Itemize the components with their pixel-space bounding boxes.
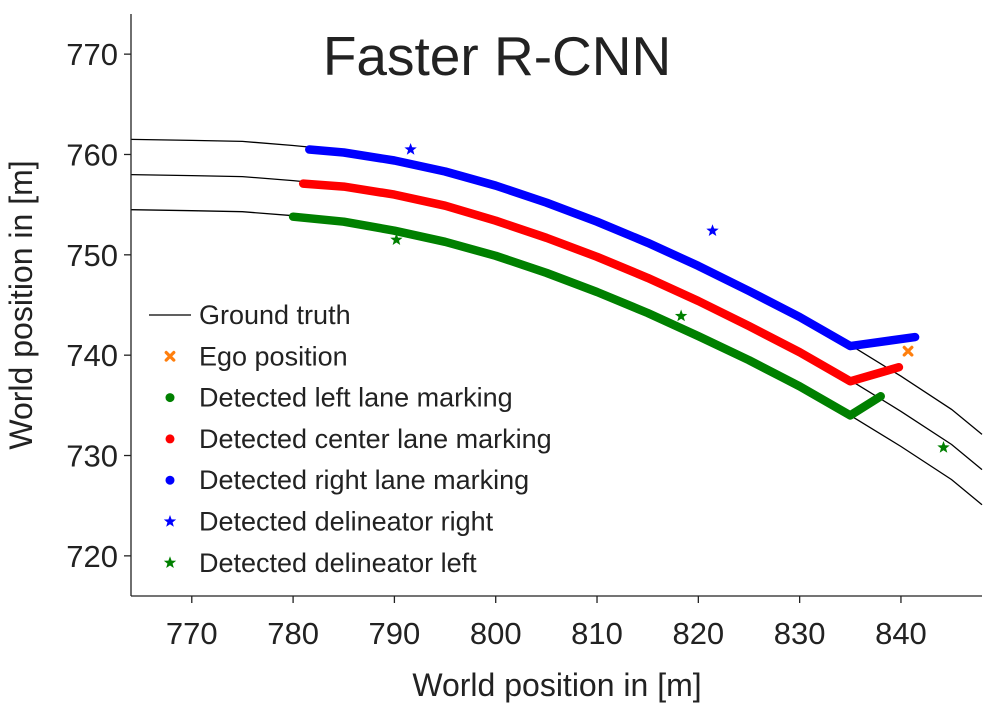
legend-swatch-detected-center-lane-marking <box>165 434 175 444</box>
ego-position-marker-1 <box>902 345 914 357</box>
x-axis-label: World position in [m] <box>412 667 701 703</box>
x-tick-label: 790 <box>369 616 421 651</box>
y-ticks: 720 730 740 750 760 770 <box>66 37 131 574</box>
legend-label-detected-left-lane-marking: Detected left lane marking <box>199 383 513 413</box>
x-tick-label: 820 <box>672 616 724 651</box>
legend-label-ego-position: Ego position <box>199 341 348 371</box>
legend-label-ground-truth: Ground truth <box>199 300 351 330</box>
legend-label-detected-delineator-right: Detected delineator right <box>199 507 494 537</box>
legend-label-detected-right-lane-marking: Detected right lane marking <box>199 465 529 495</box>
y-tick-label: 750 <box>66 238 118 273</box>
legend-swatch-ego-position <box>164 350 176 362</box>
legend-swatch-detected-left-lane-marking <box>165 393 175 403</box>
x-ticks: 770 780 790 800 810 820 830 840 <box>166 596 927 651</box>
y-tick-label: 730 <box>66 439 118 474</box>
plot-markers <box>390 142 950 453</box>
legend-swatch-detected-delineator-left <box>163 556 177 569</box>
x-tick-label: 810 <box>571 616 623 651</box>
y-tick-label: 770 <box>66 37 118 72</box>
axes <box>130 14 982 597</box>
detected-delineator-left-marker-3 <box>937 440 950 453</box>
y-tick-label: 760 <box>66 137 118 172</box>
detected-right-lane-marking-line <box>305 145 920 351</box>
y-tick-label: 740 <box>66 338 118 373</box>
legend: Ground truth Ego position Detected left la… <box>149 300 552 578</box>
plot-curves <box>130 138 983 506</box>
x-tick-label: 830 <box>774 616 826 651</box>
legend-swatch-detected-delineator-right <box>163 515 177 527</box>
x-tick-label: 770 <box>166 616 218 651</box>
chart-title: Faster R-CNN <box>323 25 671 87</box>
detected-delineator-left-marker-2 <box>674 309 688 322</box>
legend-label-detected-center-lane-marking: Detected center lane marking <box>199 424 552 454</box>
legend-label-detected-delineator-left: Detected delineator left <box>199 548 477 578</box>
x-tick-label: 780 <box>267 616 319 651</box>
detected-left-lane-marking-line <box>288 212 885 420</box>
detected-delineator-left-marker-1 <box>390 233 403 246</box>
y-tick-label: 720 <box>66 539 118 574</box>
detected-delineator-right-marker-2 <box>706 224 719 236</box>
detected-delineator-right-marker-1 <box>404 142 417 155</box>
detected-center-lane-marking-line <box>298 179 904 386</box>
x-tick-label: 840 <box>875 616 927 651</box>
y-axis-label: World position in [m] <box>3 160 39 449</box>
legend-swatch-detected-right-lane-marking <box>165 475 175 485</box>
x-tick-label: 800 <box>470 616 522 651</box>
